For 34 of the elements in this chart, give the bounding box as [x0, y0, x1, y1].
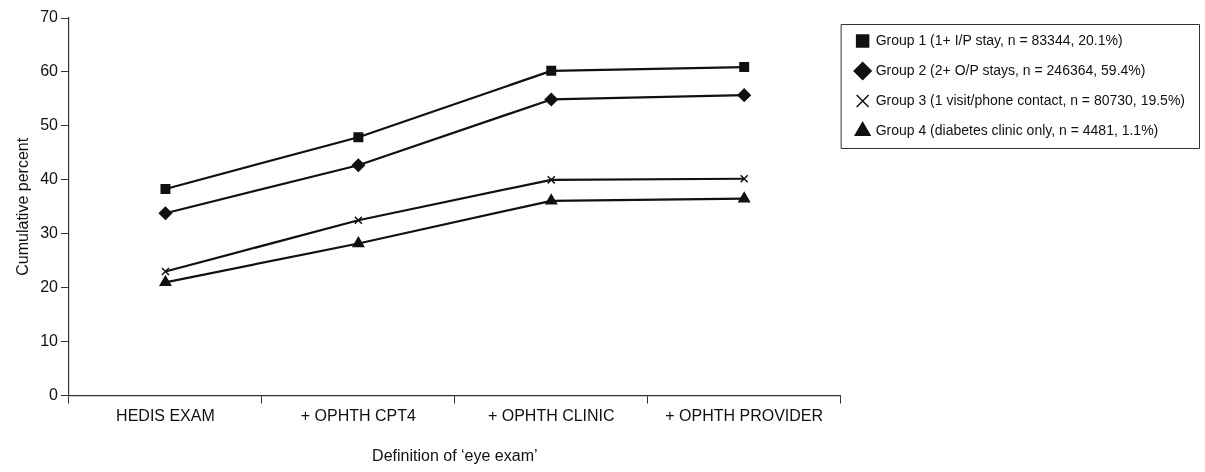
y-tick-label: 60 — [40, 62, 59, 80]
point — [738, 191, 751, 203]
point — [546, 175, 556, 185]
point — [544, 92, 559, 107]
point — [353, 132, 364, 143]
y-tick-label: 20 — [40, 278, 59, 296]
x-axis-title: Definition of ‘eye exam’ — [372, 446, 538, 464]
point — [739, 62, 750, 73]
x-tick-label: + OPHTH PROVIDER — [665, 406, 824, 424]
y-tick-label: 0 — [49, 386, 59, 404]
legend-label: Group 2 (2+ O/P stays, n = 246364, 59.4%) — [875, 61, 1146, 78]
y-tick-label: 10 — [40, 332, 59, 350]
point — [352, 236, 365, 248]
point — [351, 158, 366, 173]
x-tick-label: + OPHTH CLINIC — [487, 406, 615, 424]
point — [161, 267, 170, 276]
x-tick-label: HEDIS EXAM — [116, 406, 215, 424]
point — [158, 206, 173, 221]
y-tick-label: 30 — [40, 224, 59, 242]
y-axis-title: Cumulative percent — [14, 137, 32, 276]
y-tick-label: 40 — [40, 170, 59, 188]
legend-label: Group 4 (diabetes clinic only, n = 4481, 1.1%) — [875, 121, 1159, 138]
point — [545, 194, 558, 205]
point — [737, 88, 751, 102]
y-tick-label: 70 — [40, 8, 59, 26]
point — [354, 216, 363, 225]
point — [546, 65, 557, 76]
y-tick-label: 50 — [40, 116, 59, 134]
point — [160, 184, 171, 194]
point — [159, 275, 172, 287]
legend-label: Group 3 (1 visit/phone contact, n = 80730, 19.5%) — [875, 91, 1186, 108]
point — [739, 174, 749, 184]
legend-label: Group 1 (1+ I/P stay, n = 83344, 20.1%) — [875, 31, 1123, 48]
x-tick-label: + OPHTH CPT4 — [300, 406, 417, 424]
